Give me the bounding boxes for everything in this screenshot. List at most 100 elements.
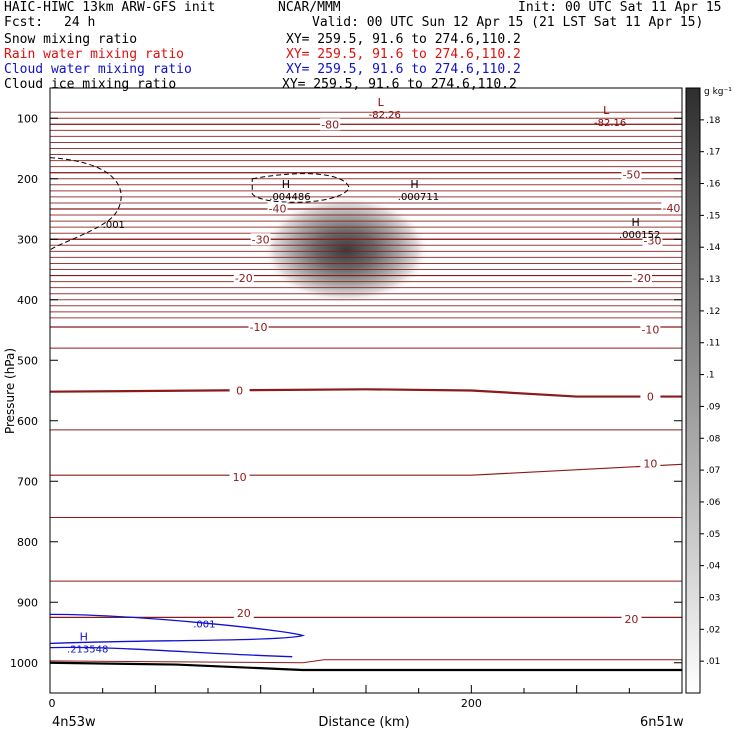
init-time: Init: 00 UTC Sat 11 Apr 15 xyxy=(518,0,722,15)
isotherm-label: -40 xyxy=(269,202,287,215)
terrain-line xyxy=(50,661,682,672)
colorbar-tick-label: .17 xyxy=(706,148,720,158)
isotherm-line xyxy=(50,659,682,664)
colorbar-tick-label: .05 xyxy=(706,530,720,540)
cloud-water-contour xyxy=(50,646,293,658)
left-endpoint-label: 4n53w xyxy=(52,715,96,730)
extreme-value: .000152 xyxy=(619,230,660,241)
field-snow-name: Snow mixing ratio xyxy=(4,32,138,47)
isotherm-label-bg xyxy=(320,118,341,131)
colorbar-tick-label: .14 xyxy=(706,243,721,253)
isotherm-label: 0 xyxy=(647,391,654,404)
temperature-contours xyxy=(50,111,682,672)
isotherm-label: -30 xyxy=(252,233,270,246)
isotherm-label: -40 xyxy=(662,202,680,215)
isotherm-label-bg xyxy=(267,202,288,215)
isotherm-label-bg xyxy=(229,471,250,484)
isotherm-label-bg xyxy=(233,271,254,284)
isotherm-label-bg xyxy=(621,613,642,626)
isotherm-label: 10 xyxy=(643,458,657,471)
isotherm-label-bg xyxy=(229,384,250,397)
isotherm-label: -80 xyxy=(321,118,339,131)
isotherm-label: -10 xyxy=(250,321,268,334)
isotherm-label-bg xyxy=(640,457,661,470)
y-tick-label: 100 xyxy=(17,112,38,125)
cloud-ice-contour xyxy=(50,157,122,251)
colorbar-tick-label: .06 xyxy=(706,498,721,508)
extreme-value: -82.16 xyxy=(594,118,626,129)
isotherm-label: 20 xyxy=(624,613,638,626)
y-tick-label: 600 xyxy=(17,415,38,428)
extreme-l-marker: L xyxy=(603,104,610,117)
colorbar-tick-label: .08 xyxy=(706,434,721,444)
isotherm-label: -10 xyxy=(641,323,659,336)
field-rain-xy: XY= 259.5, 91.6 to 274.6,110.2 xyxy=(286,47,521,62)
y-tick-label: 200 xyxy=(17,173,38,186)
right-endpoint-label: 6n51w xyxy=(640,715,684,730)
colorbar-tick-label: .11 xyxy=(706,339,720,349)
cloud-water-contour-label: .001 xyxy=(193,619,215,630)
colorbar-tick-label: .03 xyxy=(706,593,720,603)
colorbar xyxy=(685,87,701,694)
isotherm-label-bg xyxy=(250,233,271,246)
valid-time: Valid: 00 UTC Sun 12 Apr 15 (21 LST Sat … xyxy=(312,15,704,30)
chart-title: HAIC-HIWC 13km ARW-GFS init xyxy=(4,0,216,15)
isotherm-label: 20 xyxy=(237,607,251,620)
colorbar-tick-label: .18 xyxy=(706,116,721,126)
y-tick-label: 300 xyxy=(17,233,38,246)
extreme-h-marker: H xyxy=(632,216,640,229)
x-tick-label: 0 xyxy=(49,697,56,710)
cloud-water-contour xyxy=(50,613,306,645)
contour-labels: -80 -50 -40 -40 -30 -30 -20 -20 -10 -10 0 0 10 10 20 20… xyxy=(67,96,682,655)
y-tick-label: 500 xyxy=(17,354,38,367)
isotherm-label-bg xyxy=(621,168,642,181)
colorbar-unit: g kg⁻¹ xyxy=(704,87,732,97)
field-rain-name: Rain water mixing ratio xyxy=(4,47,185,62)
colorbar-tick-label: .15 xyxy=(706,211,720,221)
cloud-ice-contour-label: .001 xyxy=(103,220,125,231)
y-axis-label: Pressure (hPa) xyxy=(3,348,17,434)
isotherm-label-bg xyxy=(233,607,254,620)
extreme-h-marker: H xyxy=(282,178,290,191)
colorbar-tick-label: .13 xyxy=(706,275,720,285)
field-cloud-water-name: Cloud water mixing ratio xyxy=(4,62,192,77)
colorbar-tick-label: .1 xyxy=(706,371,715,381)
extreme-value: -82.26 xyxy=(369,110,401,121)
isotherm-label-bg xyxy=(631,271,652,284)
field-cloud-water-xy: XY= 259.5, 91.6 to 274.6,110.2 xyxy=(286,62,521,77)
cloud-ice-contour xyxy=(251,173,350,203)
y-tick-label: 800 xyxy=(17,536,38,549)
isotherm-10 xyxy=(50,463,682,476)
extreme-value: .000711 xyxy=(398,192,439,203)
extreme-value: .213548 xyxy=(67,644,108,655)
y-tick-label: 400 xyxy=(17,294,38,307)
isotherm-label-bg xyxy=(640,390,661,403)
mixing-ratio-contours xyxy=(50,157,350,658)
isotherm-label-bg xyxy=(640,323,661,336)
extreme-h-marker: H xyxy=(410,178,418,191)
y-tick-label: 1000 xyxy=(10,657,38,670)
forecast-label: Fcst: xyxy=(4,15,44,30)
x-axis-label: Distance (km) xyxy=(318,715,409,730)
isotherm-label: 10 xyxy=(233,471,247,484)
org-label: NCAR/MMM xyxy=(278,0,341,15)
isotherm-label: -20 xyxy=(633,272,651,285)
colorbar-tick-label: .16 xyxy=(706,180,721,190)
extreme-l-marker: L xyxy=(378,96,385,109)
y-tick-label: 700 xyxy=(17,475,38,488)
isotherm-label: 0 xyxy=(236,385,243,398)
isotherm-label: -20 xyxy=(235,272,253,285)
colorbar-tick-label: .01 xyxy=(706,657,720,667)
isotherm-label: -50 xyxy=(622,169,640,182)
x-tick-label: 200 xyxy=(461,697,482,710)
field-snow-xy: XY= 259.5, 91.6 to 274.6,110.2 xyxy=(286,32,521,47)
colorbar-tick-label: .07 xyxy=(706,466,720,476)
isotherm-label-bg xyxy=(661,201,682,214)
extreme-h-marker: H xyxy=(80,630,88,643)
extreme-value: .004486 xyxy=(269,192,310,203)
isotherm-label-bg xyxy=(642,234,663,247)
y-tick-label: 900 xyxy=(17,596,38,609)
colorbar-ticks: .01 .02 .03 .04 .05 .06 .07 .08 .09 .1 .11 .12 .13 .1… xyxy=(700,116,721,667)
